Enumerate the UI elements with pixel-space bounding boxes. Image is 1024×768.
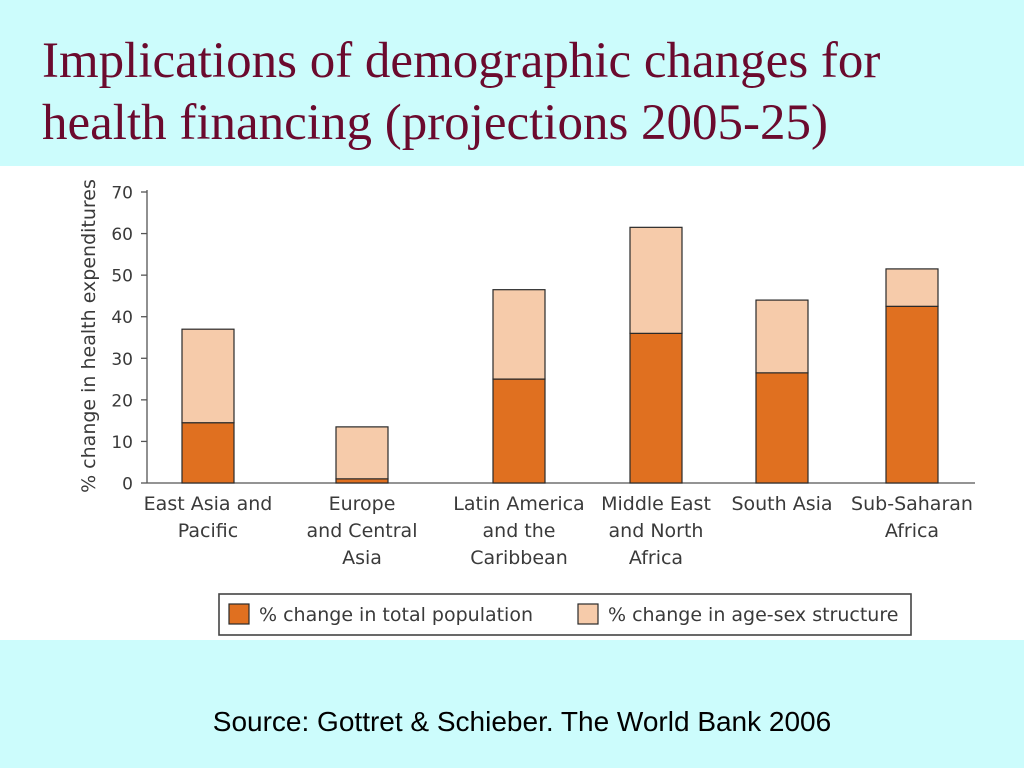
category-label: South Asia [731,493,832,515]
legend-swatch [577,603,599,625]
legend-box [218,593,912,636]
population-bar [755,372,809,484]
y-tick-label: 50 [111,267,133,287]
category-label: Latin America and the Caribbean [453,493,584,569]
chart-axes: 0 10 20 30 40 50 60 70 [111,184,975,495]
y-tick-label: 60 [111,225,133,245]
source-caption: Source: Gottret & Schieber. The World Ba… [212,706,832,737]
age-sex-bar [629,226,683,334]
y-tick-label: 0 [122,475,133,495]
category-label: Sub-Saharan Africa [851,493,973,542]
population-bar [335,478,389,484]
category-label: Europe and Central Asia [307,493,418,569]
y-tick-label: 40 [111,308,133,328]
age-sex-bar [335,426,389,480]
y-axis-title: % change in health expenditures [78,179,100,493]
age-sex-bar [181,328,235,424]
chart-legend: % change in total population % change in … [218,593,912,636]
y-tick-label: 10 [111,433,133,453]
chart-panel: % change in health expenditures 0 10 20 30 4… [0,166,1024,640]
y-tick-label: 30 [111,350,133,370]
age-sex-bar [492,289,546,380]
y-tick-label: 70 [111,184,133,204]
age-sex-bar [885,268,939,307]
population-bar [181,422,235,484]
population-bar [492,378,546,484]
legend-label: % change in age-sex structure [608,604,898,626]
slide-title: Implications of demographic changes for … [42,33,881,151]
legend-swatch [228,603,250,625]
population-bar [885,305,939,484]
chart-bars [181,226,939,484]
age-sex-bar [755,299,809,374]
category-label: East Asia and Pacific [144,493,273,542]
category-label: Middle East and North Africa [601,493,711,569]
category-labels: East Asia and Pacific Europe and Central Asi… [144,493,973,569]
legend-label: % change in total population [259,604,533,626]
stacked-bar-chart: % change in health expenditures 0 10 20 30 4… [78,179,975,636]
population-bar [629,332,683,484]
y-tick-label: 20 [111,391,133,411]
